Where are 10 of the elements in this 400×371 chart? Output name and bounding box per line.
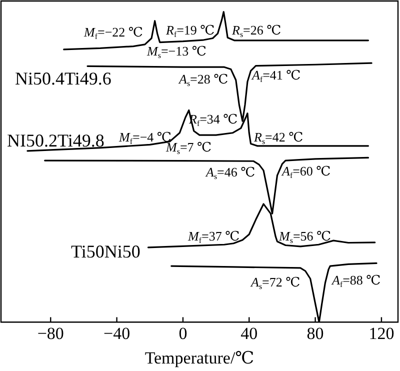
annotation: NI50.2Ti49.8 xyxy=(7,130,104,151)
x-tick-label: −80 xyxy=(37,324,64,343)
x-tick-label: 40 xyxy=(240,324,258,343)
x-tick-label: 80 xyxy=(306,324,324,343)
x-axis-title: Temperature/℃ xyxy=(144,348,254,368)
annotation: Ti50Ni50 xyxy=(71,242,140,262)
x-tick-label: 120 xyxy=(368,324,394,343)
annotation: Ni50.4Ti49.6 xyxy=(15,68,112,89)
x-tick-label: −40 xyxy=(103,324,130,343)
x-tick-label: 0 xyxy=(178,324,188,343)
